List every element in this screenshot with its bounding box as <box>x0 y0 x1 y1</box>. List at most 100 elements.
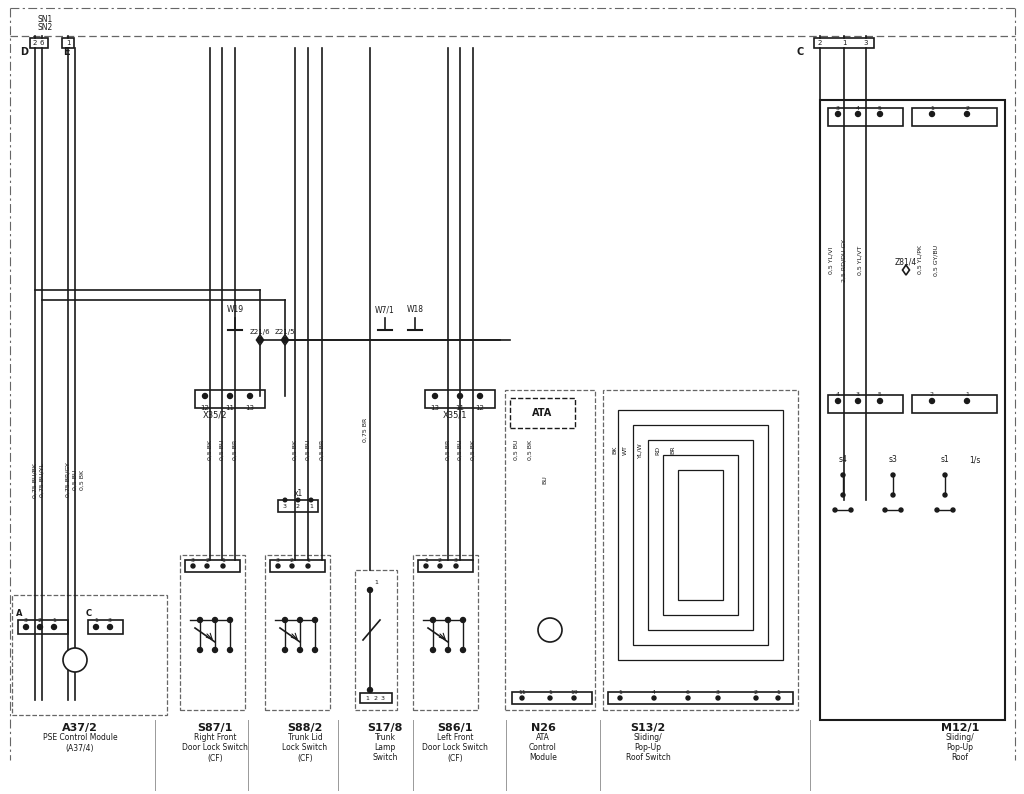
Circle shape <box>309 498 312 502</box>
Text: S86/1: S86/1 <box>437 723 473 733</box>
Text: 3: 3 <box>454 557 458 562</box>
Text: 12: 12 <box>475 405 484 411</box>
Text: Switch: Switch <box>373 754 397 762</box>
Text: 3: 3 <box>24 618 28 622</box>
Polygon shape <box>256 335 263 345</box>
Text: 0,5 BK: 0,5 BK <box>293 440 298 460</box>
Bar <box>62 38 74 48</box>
Text: 0,5 YL/VI: 0,5 YL/VI <box>828 246 834 274</box>
Circle shape <box>776 696 780 700</box>
Text: 1: 1 <box>66 40 71 46</box>
Text: 3: 3 <box>191 557 195 562</box>
Bar <box>505 390 595 710</box>
Text: 1: 1 <box>965 392 969 398</box>
Text: 0,5 BU: 0,5 BU <box>458 440 463 461</box>
Text: RD: RD <box>655 445 660 454</box>
Text: 3: 3 <box>283 503 287 508</box>
Text: BK: BK <box>612 445 617 454</box>
Text: A: A <box>16 610 23 619</box>
Bar <box>355 570 397 710</box>
Circle shape <box>930 399 935 403</box>
Text: C: C <box>797 47 804 57</box>
Text: 11: 11 <box>456 405 465 411</box>
Circle shape <box>461 618 466 622</box>
Text: 2: 2 <box>33 40 37 46</box>
Text: 0,75 BR/GY: 0,75 BR/GY <box>66 463 71 497</box>
Text: 3: 3 <box>108 618 112 622</box>
Circle shape <box>213 618 217 622</box>
Text: 4: 4 <box>856 106 860 110</box>
Circle shape <box>276 564 280 568</box>
Text: (CF): (CF) <box>207 754 223 762</box>
Circle shape <box>686 696 690 700</box>
Text: C: C <box>86 610 92 619</box>
Text: 12: 12 <box>201 405 210 411</box>
Text: 3: 3 <box>836 106 840 110</box>
Text: 3: 3 <box>856 392 860 398</box>
Text: N26: N26 <box>530 723 555 733</box>
Text: BU: BU <box>543 476 548 484</box>
Text: Pop-Up: Pop-Up <box>946 743 974 753</box>
Circle shape <box>298 647 302 653</box>
Text: ATA: ATA <box>536 734 550 742</box>
Text: s4: s4 <box>839 456 848 464</box>
Bar <box>185 560 240 572</box>
Circle shape <box>572 696 575 700</box>
Bar <box>265 555 330 710</box>
Circle shape <box>548 696 552 700</box>
Text: 1/s: 1/s <box>970 456 981 464</box>
Text: 0,5 BK: 0,5 BK <box>527 440 532 460</box>
Text: 0,5 GY/BU: 0,5 GY/BU <box>934 245 939 276</box>
Text: W18: W18 <box>407 306 424 314</box>
Circle shape <box>833 508 837 512</box>
Bar <box>820 100 1005 720</box>
Text: Roof Switch: Roof Switch <box>626 754 671 762</box>
Text: 6: 6 <box>40 40 44 46</box>
Text: 0,5 YL/VT: 0,5 YL/VT <box>857 245 862 275</box>
Text: 1: 1 <box>366 696 369 700</box>
Text: E: E <box>63 47 70 57</box>
Circle shape <box>283 337 288 342</box>
Circle shape <box>855 399 860 403</box>
Circle shape <box>248 394 253 399</box>
Circle shape <box>878 111 883 117</box>
Circle shape <box>424 564 428 568</box>
Text: Right Front: Right Front <box>194 734 237 742</box>
Text: 1: 1 <box>618 689 622 695</box>
Text: 5: 5 <box>878 392 882 398</box>
Text: 1: 1 <box>309 503 313 508</box>
Text: Door Lock Switch: Door Lock Switch <box>422 743 488 753</box>
Bar <box>12 595 167 715</box>
Circle shape <box>943 473 947 477</box>
Circle shape <box>296 498 300 502</box>
Circle shape <box>51 625 56 630</box>
Bar <box>195 390 265 408</box>
Text: A37/2: A37/2 <box>62 723 98 733</box>
Text: BR: BR <box>671 445 676 454</box>
Text: Sliding/: Sliding/ <box>945 734 975 742</box>
Circle shape <box>965 399 970 403</box>
Circle shape <box>878 399 883 403</box>
Text: 2: 2 <box>373 696 377 700</box>
Bar <box>30 38 48 48</box>
Bar <box>512 692 592 704</box>
Text: 3: 3 <box>864 40 868 46</box>
Bar <box>180 555 245 710</box>
Text: 2: 2 <box>930 392 934 398</box>
Text: 3: 3 <box>276 557 280 562</box>
Text: 6: 6 <box>686 689 690 695</box>
Text: WT: WT <box>623 445 628 455</box>
Circle shape <box>965 111 970 117</box>
Text: s3: s3 <box>889 456 897 464</box>
Circle shape <box>108 625 113 630</box>
Bar <box>828 108 903 126</box>
Text: 1: 1 <box>306 557 310 562</box>
Circle shape <box>368 688 373 692</box>
Text: 2: 2 <box>38 618 42 622</box>
Circle shape <box>716 696 720 700</box>
Circle shape <box>283 618 288 622</box>
Text: SN1: SN1 <box>38 16 53 25</box>
Circle shape <box>849 508 853 512</box>
Text: SN2: SN2 <box>38 22 53 32</box>
Circle shape <box>298 618 302 622</box>
